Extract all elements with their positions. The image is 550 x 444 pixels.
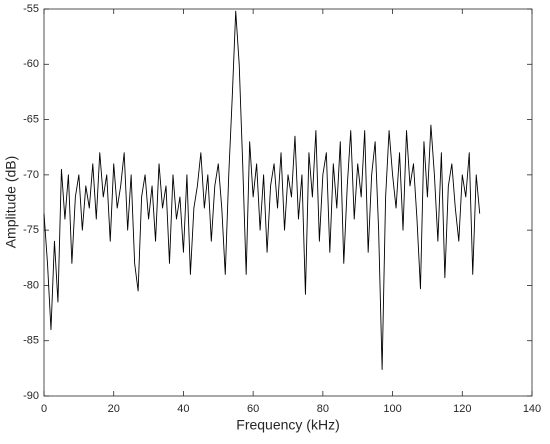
y-tick-label: -65 — [23, 113, 39, 125]
y-tick-label: -90 — [23, 390, 39, 402]
x-tick-label: 20 — [108, 403, 120, 415]
x-tick-label: 60 — [247, 403, 259, 415]
x-tick-label: 120 — [453, 403, 471, 415]
x-tick-label: 0 — [41, 403, 47, 415]
x-tick-label: 100 — [383, 403, 401, 415]
x-tick-label: 140 — [523, 403, 541, 415]
y-tick-label: -55 — [23, 3, 39, 15]
plot-frame — [43, 8, 533, 397]
y-tick-label: -70 — [23, 169, 39, 181]
x-tick-label: 80 — [317, 403, 329, 415]
y-tick-label: -80 — [23, 279, 39, 291]
y-tick-label: -60 — [23, 58, 39, 70]
y-axis-title: Amplitude (dB) — [3, 156, 19, 249]
x-tick-label: 40 — [177, 403, 189, 415]
y-tick-label: -85 — [23, 335, 39, 347]
y-tick-label: -75 — [23, 224, 39, 236]
data-line — [43, 10, 481, 370]
x-axis-title: Frequency (kHz) — [236, 417, 339, 433]
